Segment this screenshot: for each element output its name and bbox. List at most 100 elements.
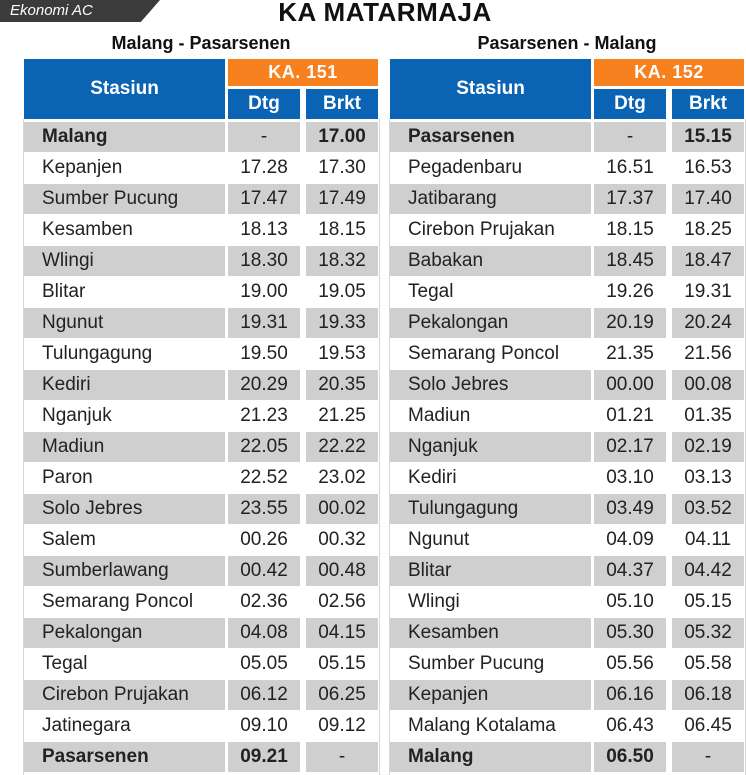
table-row: Madiun 22.05 22.22 xyxy=(24,432,378,462)
arrival-time-cell: 17.28 xyxy=(228,153,300,183)
departure-time-cell: 18.25 xyxy=(672,215,744,245)
station-cell: Blitar xyxy=(24,277,225,307)
departure-time-cell: 21.25 xyxy=(306,401,378,431)
departure-time-cell: 19.33 xyxy=(306,308,378,338)
departure-time-cell: 18.15 xyxy=(306,215,378,245)
station-cell: Nganjuk xyxy=(24,401,225,431)
arrival-time-cell: 21.35 xyxy=(594,339,666,369)
arrival-time-cell: 06.43 xyxy=(594,711,666,741)
departure-time-cell: 17.00 xyxy=(306,122,378,152)
station-cell: Tegal xyxy=(24,649,225,679)
table-header: Stasiun KA. 151 Dtg Brkt xyxy=(24,59,378,119)
station-cell: Kediri xyxy=(390,463,591,493)
arrival-time-cell: 02.17 xyxy=(594,432,666,462)
station-cell: Nganjuk xyxy=(390,432,591,462)
arrival-time-cell: 19.50 xyxy=(228,339,300,369)
station-cell: Malang xyxy=(24,122,225,152)
table-row: Blitar 19.00 19.05 xyxy=(24,277,378,307)
arrival-time-cell: 04.09 xyxy=(594,525,666,555)
station-cell: Semarang Poncol xyxy=(24,587,225,617)
departure-time-cell: 18.32 xyxy=(306,246,378,276)
departure-time-cell: 06.25 xyxy=(306,680,378,710)
arrival-time-cell: 21.23 xyxy=(228,401,300,431)
departure-time-cell: 16.53 xyxy=(672,153,744,183)
arrival-time-cell: 09.21 xyxy=(228,742,300,772)
train-number-badge: KA. 152 xyxy=(594,59,744,86)
arrival-time-cell: 18.15 xyxy=(594,215,666,245)
page-title: KA MATARMAJA xyxy=(278,0,492,27)
route-title-right: Pasarsenen - Malang xyxy=(477,33,657,53)
table-row: Wlingi 18.30 18.32 xyxy=(24,246,378,276)
departure-time-cell: 19.53 xyxy=(306,339,378,369)
table-row: Kediri 03.10 03.13 xyxy=(390,463,744,493)
table-row: Nganjuk 02.17 02.19 xyxy=(390,432,744,462)
station-cell: Paron xyxy=(24,463,225,493)
table-row: Kediri 20.29 20.35 xyxy=(24,370,378,400)
table-row: Malang -17.00 xyxy=(24,122,378,152)
arrival-time-cell: 18.45 xyxy=(594,246,666,276)
station-cell: Jatinegara xyxy=(24,711,225,741)
station-cell: Sumber Pucung xyxy=(390,649,591,679)
column-header-arrival: Dtg xyxy=(228,89,300,119)
departure-time-cell: 03.13 xyxy=(672,463,744,493)
departure-time-cell: 20.24 xyxy=(672,308,744,338)
station-cell: Malang xyxy=(390,742,591,772)
table-row: Kesamben 05.30 05.32 xyxy=(390,618,744,648)
table-row: Tegal 19.26 19.31 xyxy=(390,277,744,307)
arrival-time-cell: 01.21 xyxy=(594,401,666,431)
service-class-tag: Ekonomi AC xyxy=(0,0,160,22)
arrival-time-cell: 16.51 xyxy=(594,153,666,183)
departure-time-cell: 20.35 xyxy=(306,370,378,400)
table-row: Blitar 04.37 04.42 xyxy=(390,556,744,586)
arrival-time-cell: 04.08 xyxy=(228,618,300,648)
station-cell: Cirebon Prujakan xyxy=(24,680,225,710)
station-cell: Kediri xyxy=(24,370,225,400)
arrival-time-cell: - xyxy=(228,122,300,152)
departure-time-cell: 05.15 xyxy=(306,649,378,679)
arrival-time-cell: 05.56 xyxy=(594,649,666,679)
station-cell: Babakan xyxy=(390,246,591,276)
arrival-time-cell: 05.30 xyxy=(594,618,666,648)
station-cell: Sumber Pucung xyxy=(24,184,225,214)
table-row: Malang Kotalama 06.43 06.45 xyxy=(390,711,744,741)
table-row: Paron 22.52 23.02 xyxy=(24,463,378,493)
arrival-time-cell: 19.31 xyxy=(228,308,300,338)
arrival-time-cell: 22.52 xyxy=(228,463,300,493)
table-row: Malang 06.50- xyxy=(390,742,744,772)
route-title-left: Malang - Pasarsenen xyxy=(111,33,291,53)
arrival-time-cell: 06.16 xyxy=(594,680,666,710)
arrival-time-cell: 09.10 xyxy=(228,711,300,741)
table-row: Sumber Pucung 17.47 17.49 xyxy=(24,184,378,214)
departure-time-cell: 05.58 xyxy=(672,649,744,679)
arrival-time-cell: 18.30 xyxy=(228,246,300,276)
departure-time-cell: 04.15 xyxy=(306,618,378,648)
table-row: Pegadenbaru 16.51 16.53 xyxy=(390,153,744,183)
table-row: Solo Jebres 23.55 00.02 xyxy=(24,494,378,524)
departure-time-cell: 19.05 xyxy=(306,277,378,307)
station-cell: Kepanjen xyxy=(24,153,225,183)
table-row: Semarang Poncol 02.36 02.56 xyxy=(24,587,378,617)
departure-time-cell: 06.18 xyxy=(672,680,744,710)
arrival-time-cell: 06.50 xyxy=(594,742,666,772)
station-cell: Pasarsenen xyxy=(390,122,591,152)
table-row: Cirebon Prujakan 18.15 18.25 xyxy=(390,215,744,245)
arrival-time-cell: 17.47 xyxy=(228,184,300,214)
departure-time-cell: - xyxy=(672,742,744,772)
arrival-time-cell: 05.05 xyxy=(228,649,300,679)
station-cell: Wlingi xyxy=(390,587,591,617)
column-header-departure: Brkt xyxy=(306,89,378,119)
station-cell: Ngunut xyxy=(24,308,225,338)
table-row: Wlingi 05.10 05.15 xyxy=(390,587,744,617)
table-row: Kepanjen 06.16 06.18 xyxy=(390,680,744,710)
station-cell: Madiun xyxy=(390,401,591,431)
arrival-time-cell: 06.12 xyxy=(228,680,300,710)
departure-time-cell: 05.15 xyxy=(672,587,744,617)
arrival-time-cell: - xyxy=(594,122,666,152)
table-row: Ngunut 04.09 04.11 xyxy=(390,525,744,555)
arrival-time-cell: 00.42 xyxy=(228,556,300,586)
departure-time-cell: 00.02 xyxy=(306,494,378,524)
station-cell: Tulungagung xyxy=(390,494,591,524)
departure-time-cell: 00.32 xyxy=(306,525,378,555)
departure-time-cell: 17.30 xyxy=(306,153,378,183)
departure-time-cell: 18.47 xyxy=(672,246,744,276)
